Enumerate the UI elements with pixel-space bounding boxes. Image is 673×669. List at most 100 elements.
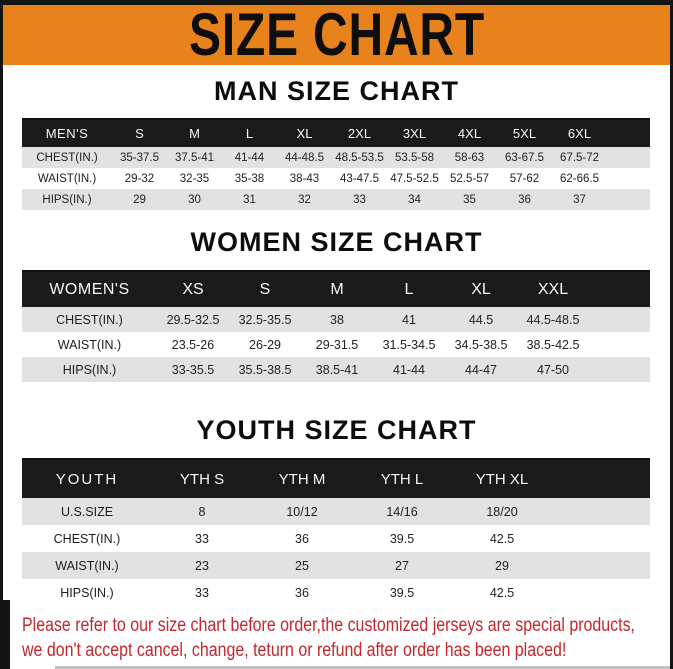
size-value-cell: 10/12 bbox=[252, 498, 352, 525]
size-value-cell: 38-43 bbox=[289, 172, 320, 185]
table-row: WAIST(IN.) 23 25 27 29 bbox=[22, 552, 650, 579]
size-value-cell: 33 bbox=[195, 531, 209, 546]
filler-cell bbox=[552, 459, 650, 498]
measure-row-label: WAIST(IN.) bbox=[57, 337, 122, 352]
size-col-header: M bbox=[301, 271, 373, 307]
women-section-heading: WOMEN SIZE CHART bbox=[190, 227, 483, 257]
size-value-cell: 35 bbox=[442, 189, 497, 210]
measure-row-label: CHEST(IN.) bbox=[22, 307, 157, 332]
size-value-cell: 33 bbox=[195, 585, 209, 600]
size-col-header: YTH XL bbox=[452, 459, 552, 498]
order-notice-line-2: we don't accept cancel, change, teturn o… bbox=[22, 640, 567, 661]
size-value-cell: 53.5-58 bbox=[387, 147, 442, 168]
size-value-cell: 47-50 bbox=[517, 357, 589, 382]
measure-row-label: U.S.SIZE bbox=[22, 498, 152, 525]
size-value-cell: 18/20 bbox=[452, 498, 552, 525]
measure-row-label: CHEST(IN.) bbox=[53, 531, 121, 546]
size-value-cell: 14/16 bbox=[352, 498, 452, 525]
size-col-header: M bbox=[167, 119, 222, 147]
size-col-header: XL bbox=[445, 271, 517, 307]
size-value-cell: 47.5-52.5 bbox=[390, 172, 439, 185]
size-value-cell: 26-29 bbox=[249, 337, 281, 352]
filler-cell bbox=[607, 119, 650, 147]
size-value-cell: 33 bbox=[332, 189, 387, 210]
womens-group-label: WOMEN'S bbox=[22, 271, 157, 307]
size-value-cell: 37 bbox=[552, 189, 607, 210]
size-value-cell: 29 bbox=[452, 552, 552, 579]
size-value-cell: 29 bbox=[112, 189, 167, 210]
size-col-header: 6XL bbox=[552, 119, 607, 147]
youth-section-heading: YOUTH SIZE CHART bbox=[196, 415, 477, 445]
filler-cell bbox=[589, 307, 650, 332]
filler-cell bbox=[552, 579, 650, 606]
size-value-cell: 41 bbox=[373, 307, 445, 332]
size-value-cell: 36 bbox=[497, 189, 552, 210]
size-value-cell: 23 bbox=[152, 552, 252, 579]
size-value-cell: 44-47 bbox=[445, 357, 517, 382]
size-value-cell: 30 bbox=[167, 189, 222, 210]
size-col-header: 5XL bbox=[497, 119, 552, 147]
size-value-cell: 29-31.5 bbox=[315, 337, 359, 352]
size-value-cell: 34 bbox=[387, 189, 442, 210]
mens-size-table: MEN'S S M L XL 2XL 3XL 4XL 5XL 6XL CHEST… bbox=[22, 118, 650, 210]
filler-cell bbox=[607, 147, 650, 168]
size-value-cell: 36 bbox=[295, 585, 309, 600]
measure-row-label: CHEST(IN.) bbox=[22, 147, 112, 168]
size-value-cell: 27 bbox=[352, 552, 452, 579]
size-value-cell: 36 bbox=[295, 531, 309, 546]
order-notice: Please refer to our size chart before or… bbox=[22, 613, 673, 663]
table-row: HIPS(IN.) 29 30 31 32 33 34 35 36 37 bbox=[22, 189, 650, 210]
size-col-header: 4XL bbox=[442, 119, 497, 147]
size-value-cell: 44.5-48.5 bbox=[517, 307, 589, 332]
filler-cell bbox=[589, 332, 650, 357]
size-value-cell: 32 bbox=[277, 189, 332, 210]
size-value-cell: 57-62 bbox=[509, 172, 540, 185]
order-notice-line-1: Please refer to our size chart before or… bbox=[22, 615, 635, 636]
size-col-header: XXL bbox=[517, 271, 589, 307]
size-value-cell: 33-35.5 bbox=[157, 357, 229, 382]
bottom-left-corner-block bbox=[0, 600, 10, 669]
size-value-cell: 42.5 bbox=[489, 531, 515, 546]
filler-cell bbox=[607, 189, 650, 210]
size-value-cell: 42.5 bbox=[489, 585, 515, 600]
man-section-heading: MAN SIZE CHART bbox=[214, 76, 459, 106]
top-edge-bar bbox=[0, 0, 673, 5]
size-value-cell: 44.5 bbox=[445, 307, 517, 332]
size-value-cell: 31 bbox=[222, 189, 277, 210]
mens-group-label: MEN'S bbox=[22, 119, 112, 147]
size-col-header: 3XL bbox=[387, 119, 442, 147]
measure-row-label: HIPS(IN.) bbox=[22, 357, 157, 382]
filler-cell bbox=[552, 552, 650, 579]
size-value-cell: 38.5-42.5 bbox=[526, 337, 580, 352]
size-col-header: YTH L bbox=[352, 459, 452, 498]
size-value-cell: 29.5-32.5 bbox=[157, 307, 229, 332]
size-value-cell: 63-67.5 bbox=[497, 147, 552, 168]
youth-size-table: YOUTH YTH S YTH M YTH L YTH XL U.S.SIZE … bbox=[22, 458, 650, 606]
size-col-header: L bbox=[222, 119, 277, 147]
size-value-cell: 35-37.5 bbox=[112, 147, 167, 168]
table-row: U.S.SIZE 8 10/12 14/16 18/20 bbox=[22, 498, 650, 525]
table-row: WAIST(IN.) 29-32 32-35 35-38 38-43 43-47… bbox=[22, 168, 650, 189]
size-value-cell: 32-35 bbox=[179, 172, 210, 185]
size-value-cell: 44-48.5 bbox=[277, 147, 332, 168]
size-value-cell: 37.5-41 bbox=[167, 147, 222, 168]
table-row: CHEST(IN.) 35-37.5 37.5-41 41-44 44-48.5… bbox=[22, 147, 650, 168]
filler-cell bbox=[552, 498, 650, 525]
table-row: CHEST(IN.) 33 36 39.5 42.5 bbox=[22, 525, 650, 552]
size-value-cell: 34.5-38.5 bbox=[454, 337, 508, 352]
right-edge-bar bbox=[670, 0, 673, 669]
size-col-header: XL bbox=[277, 119, 332, 147]
size-value-cell: 41-44 bbox=[373, 357, 445, 382]
size-value-cell: 32.5-35.5 bbox=[229, 307, 301, 332]
filler-cell bbox=[589, 357, 650, 382]
size-value-cell: 35-38 bbox=[234, 172, 265, 185]
table-row: HIPS(IN.) 33 36 39.5 42.5 bbox=[22, 579, 650, 606]
size-col-header: XS bbox=[157, 271, 229, 307]
measure-row-label: HIPS(IN.) bbox=[60, 585, 114, 600]
size-value-cell: 41-44 bbox=[222, 147, 277, 168]
size-value-cell: 8 bbox=[152, 498, 252, 525]
size-value-cell: 23.5-26 bbox=[171, 337, 215, 352]
table-header-row: MEN'S S M L XL 2XL 3XL 4XL 5XL 6XL bbox=[22, 119, 650, 147]
table-row: HIPS(IN.) 33-35.5 35.5-38.5 38.5-41 41-4… bbox=[22, 357, 650, 382]
measure-row-label: HIPS(IN.) bbox=[22, 189, 112, 210]
